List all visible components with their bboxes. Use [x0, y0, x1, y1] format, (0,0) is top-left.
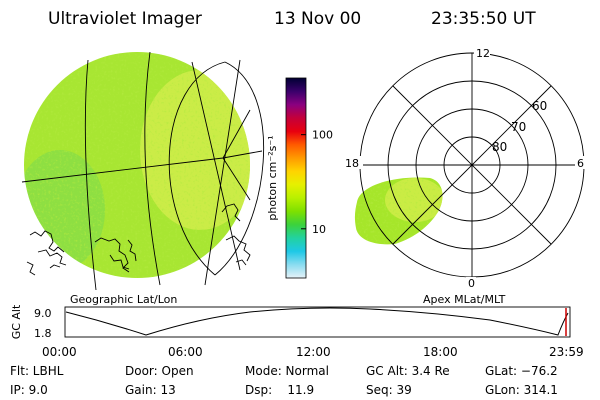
- geographic-image: Geographic Lat/Lon: [21, 51, 264, 306]
- colorbar-unit-label: photon cm⁻²s⁻¹: [266, 135, 279, 220]
- apex-polar-plot: 12 18 6 0 60 70 80 Apex MLat/MLT: [343, 47, 585, 306]
- altitude-ytick-low: 1.8: [34, 327, 52, 340]
- date-label: 13 Nov 00: [274, 9, 361, 29]
- info-footer: Flt: LBHL IP: 9.0 Door: Open Gain: 13 Mo…: [10, 364, 558, 397]
- mlat-label-80: 80: [492, 140, 507, 154]
- altitude-strip-frame: [64, 306, 571, 338]
- door-info: Door: Open: [125, 364, 194, 378]
- seq-info: Seq: 39: [366, 383, 412, 397]
- colorbar-tick-label: 10: [312, 223, 326, 236]
- mlt-label-6: 6: [577, 157, 584, 170]
- polar-grid: [359, 52, 585, 278]
- time-tick-1800: 18:00: [423, 345, 458, 359]
- coastlines: [26, 203, 251, 276]
- time-tick-2359: 23:59: [549, 345, 584, 359]
- mode-info: Mode: Normal: [245, 364, 329, 378]
- mlt-label-12: 12: [476, 47, 490, 60]
- geo-panel-caption: Geographic Lat/Lon: [70, 293, 177, 306]
- altitude-ylabel: GC Alt: [10, 304, 23, 339]
- colorbar-gradient: [285, 77, 307, 279]
- mlat-label-60: 60: [532, 99, 547, 113]
- altitude-strip: GC Alt 9.0 1.8 00:00 06:00 12:00 18:00 2…: [10, 304, 584, 359]
- filter-info: Flt: LBHL: [10, 364, 64, 378]
- glon-info: GLon: 314.1: [485, 383, 558, 397]
- altitude-ytick-high: 9.0: [34, 307, 52, 320]
- mlat-label-70: 70: [511, 120, 526, 134]
- colorbar: 100 10 photon cm⁻²s⁻¹: [266, 77, 333, 279]
- mlt-label-18: 18: [345, 157, 359, 170]
- time-tick-0000: 00:00: [42, 345, 77, 359]
- ip-info: IP: 9.0: [10, 383, 48, 397]
- instrument-title: Ultraviolet Imager: [48, 9, 202, 29]
- altitude-curve: [65, 307, 569, 336]
- time-tick-1200: 12:00: [296, 345, 331, 359]
- polar-panel-caption: Apex MLat/MLT: [423, 293, 506, 306]
- colorbar-tick-label: 100: [312, 129, 333, 142]
- gc-alt-info: GC Alt: 3.4 Re: [366, 364, 450, 378]
- mlt-label-0: 0: [468, 277, 475, 290]
- gain-info: Gain: 13: [125, 383, 176, 397]
- glat-info: GLat: −76.2: [485, 364, 558, 378]
- time-tick-0600: 06:00: [168, 345, 203, 359]
- geo-graticule: [21, 51, 264, 291]
- time-label: 23:35:50 UT: [431, 9, 536, 29]
- dsp-info: Dsp: 11.9: [245, 383, 314, 397]
